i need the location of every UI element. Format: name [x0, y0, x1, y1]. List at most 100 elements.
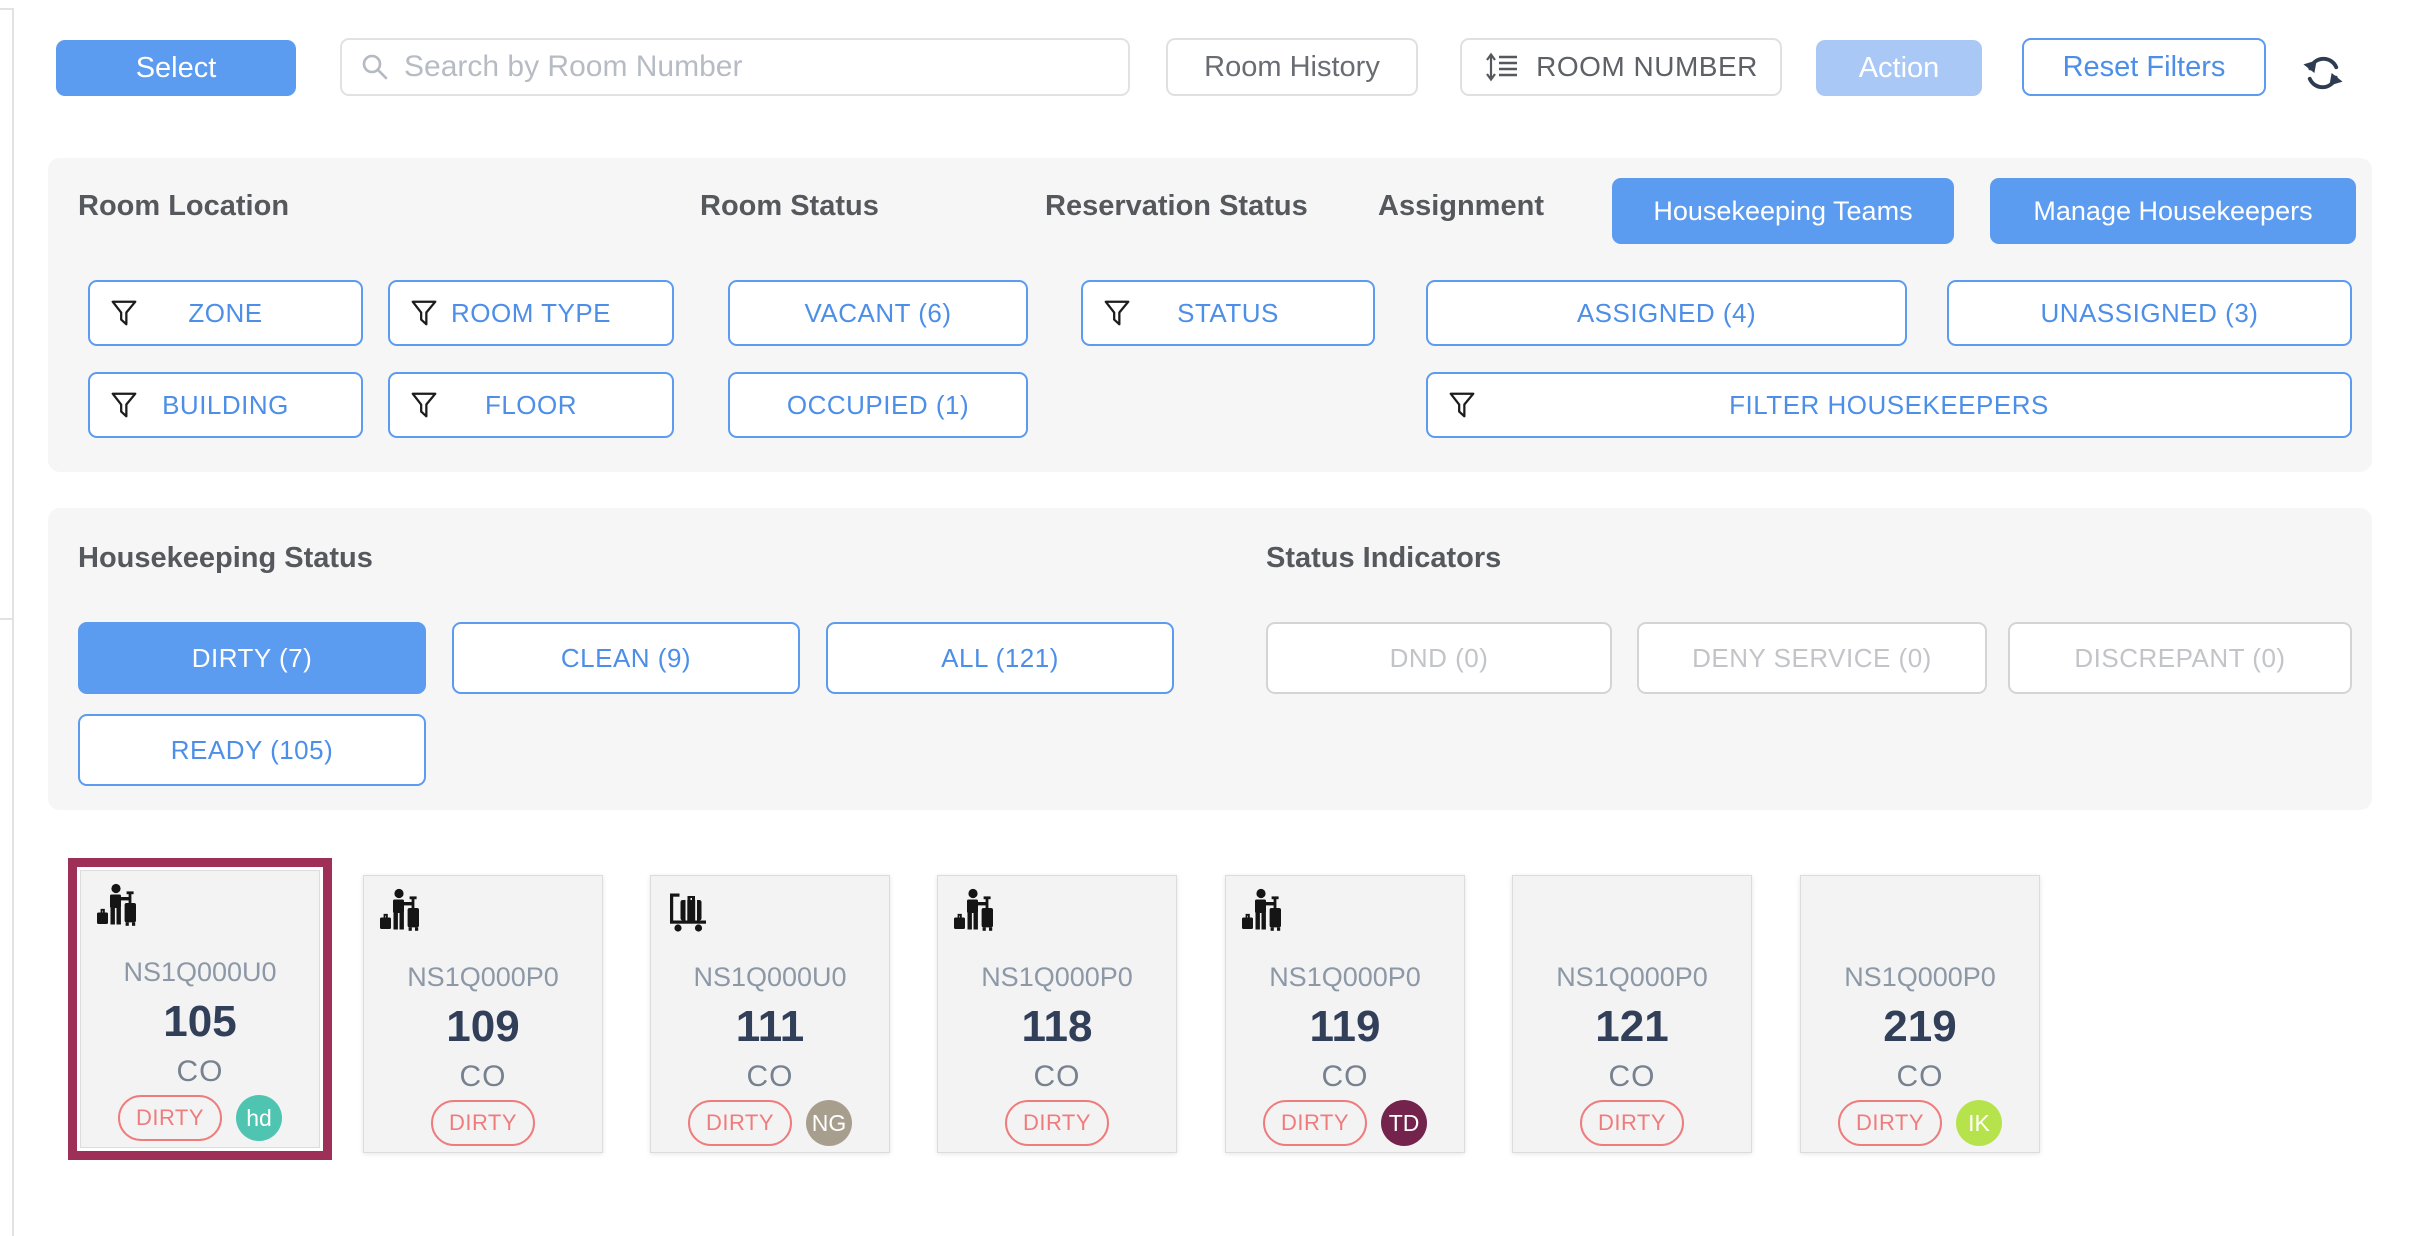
room-type-code: NS1Q000P0 [407, 962, 559, 992]
floor-filter-button[interactable]: FLOOR [388, 372, 674, 438]
all-filter-label: ALL (121) [941, 642, 1059, 673]
dirty-filter-button[interactable]: DIRTY (7) [78, 622, 426, 694]
room-type-code: NS1Q000P0 [1269, 962, 1421, 992]
ready-filter-button[interactable]: READY (105) [78, 714, 426, 786]
filter-housekeepers-button[interactable]: FILTER HOUSEKEEPERS [1426, 372, 2352, 438]
funnel-icon [1449, 392, 1475, 418]
refresh-button[interactable] [2300, 50, 2346, 96]
dirty-filter-label: DIRTY (7) [191, 642, 313, 673]
room-type-filter-button[interactable]: ROOM TYPE [388, 280, 674, 346]
room-badges: DIRTY [938, 1100, 1176, 1146]
reservation-status-code: CO [1321, 1060, 1369, 1093]
deny-service-indicator-label: DENY SERVICE (0) [1692, 642, 1932, 673]
room-number: 111 [735, 1002, 805, 1051]
room-search[interactable] [340, 38, 1130, 96]
all-filter-button[interactable]: ALL (121) [826, 622, 1174, 694]
building-filter-button[interactable]: BUILDING [88, 372, 363, 438]
funnel-icon [411, 300, 437, 326]
room-card[interactable]: NS1Q000P0 109 CO DIRTY [363, 875, 603, 1153]
assignment-title: Assignment [1378, 190, 1544, 222]
sort-by-control[interactable]: ROOM NUMBER [1460, 38, 1782, 96]
occupied-filter-button[interactable]: OCCUPIED (1) [728, 372, 1028, 438]
departing-guest-icon [954, 888, 993, 931]
reservation-status-filter-label: STATUS [1177, 297, 1279, 328]
filters-panel: Room Location Room Status Reservation St… [48, 158, 2372, 472]
room-card[interactable]: NS1Q000U0 105 CO DIRTY hd [80, 870, 320, 1148]
filter-housekeepers-label: FILTER HOUSEKEEPERS [1729, 389, 2049, 420]
room-history-button[interactable]: Room History [1166, 38, 1418, 96]
status-indicators-title: Status Indicators [1266, 542, 1502, 574]
dirty-status-badge: DIRTY [1837, 1100, 1943, 1146]
housekeeper-avatar-badge: TD [1381, 1100, 1428, 1146]
search-input[interactable] [404, 50, 1110, 84]
room-type-code: NS1Q000P0 [1556, 962, 1708, 992]
room-badges: DIRTY IK [1801, 1100, 2039, 1146]
room-badges: DIRTY hd [81, 1095, 319, 1141]
housekeeper-avatar-badge: IK [1956, 1100, 2003, 1146]
departing-guest-icon [380, 888, 419, 931]
funnel-icon [1104, 300, 1130, 326]
occupied-filter-label: OCCUPIED (1) [786, 389, 970, 420]
room-type-code: NS1Q000P0 [981, 962, 1133, 992]
dirty-status-badge: DIRTY [430, 1100, 536, 1146]
assigned-filter-label: ASSIGNED (4) [1576, 297, 1757, 328]
select-button[interactable]: Select [56, 40, 296, 96]
room-location-title: Room Location [78, 190, 290, 222]
room-card[interactable]: NS1Q000P0 118 CO DIRTY [937, 875, 1177, 1153]
refresh-icon [2303, 56, 2343, 90]
room-badges: DIRTY [364, 1100, 602, 1146]
clean-filter-label: CLEAN (9) [560, 642, 692, 673]
room-card[interactable]: NS1Q000P0 119 CO DIRTY TD [1225, 875, 1465, 1153]
zone-filter-button[interactable]: ZONE [88, 280, 363, 346]
discrepant-indicator-label: DISCREPANT (0) [2074, 642, 2286, 673]
reservation-status-filter-button[interactable]: STATUS [1081, 280, 1375, 346]
dirty-status-badge: DIRTY [1004, 1100, 1110, 1146]
manage-housekeepers-button[interactable]: Manage Housekeepers [1990, 178, 2356, 244]
discrepant-indicator-button[interactable]: DISCREPANT (0) [2008, 622, 2352, 694]
left-edge-divider-mid [0, 618, 13, 620]
funnel-icon [111, 300, 137, 326]
room-card[interactable]: NS1Q000P0 121 CO DIRTY [1512, 875, 1752, 1153]
room-type-code: NS1Q000U0 [123, 957, 277, 987]
room-number: 121 [1595, 1002, 1669, 1051]
room-badges: DIRTY NG [651, 1100, 889, 1146]
room-number: 219 [1883, 1002, 1957, 1051]
room-badges: DIRTY TD [1226, 1100, 1464, 1146]
clean-filter-button[interactable]: CLEAN (9) [452, 622, 800, 694]
room-type-code: NS1Q000U0 [693, 962, 847, 992]
room-type-filter-label: ROOM TYPE [450, 297, 612, 328]
dirty-status-badge: DIRTY [1579, 1100, 1685, 1146]
reservation-status-code: CO [459, 1060, 507, 1093]
room-card[interactable]: NS1Q000P0 219 CO DIRTY IK [1800, 875, 2040, 1153]
reservation-status-code: CO [1896, 1060, 1944, 1093]
sort-list-icon [1486, 52, 1518, 82]
funnel-icon [411, 392, 437, 418]
funnel-icon [111, 392, 137, 418]
departing-guest-icon [97, 883, 136, 926]
dnd-indicator-label: DND (0) [1389, 642, 1489, 673]
deny-service-indicator-button[interactable]: DENY SERVICE (0) [1637, 622, 1987, 694]
room-number: 119 [1309, 1002, 1381, 1051]
luggage-cart-icon [670, 893, 706, 932]
room-card[interactable]: NS1Q000U0 111 CO DIRTY NG [650, 875, 890, 1153]
dirty-status-badge: DIRTY [1262, 1100, 1368, 1146]
selected-room-card-frame[interactable]: NS1Q000U0 105 CO DIRTY hd [68, 858, 332, 1160]
sort-label: ROOM NUMBER [1536, 51, 1758, 82]
reservation-status-title: Reservation Status [1045, 190, 1308, 222]
dnd-indicator-button[interactable]: DND (0) [1266, 622, 1612, 694]
reservation-status-code: CO [746, 1060, 794, 1093]
room-type-code: NS1Q000P0 [1844, 962, 1996, 992]
zone-filter-label: ZONE [188, 297, 263, 328]
ready-filter-label: READY (105) [170, 734, 334, 765]
housekeeping-teams-button[interactable]: Housekeeping Teams [1612, 178, 1954, 244]
assigned-filter-button[interactable]: ASSIGNED (4) [1426, 280, 1907, 346]
reset-filters-button[interactable]: Reset Filters [2022, 38, 2266, 96]
action-button[interactable]: Action [1816, 40, 1982, 96]
floor-filter-label: FLOOR [484, 389, 578, 420]
housekeeping-status-title: Housekeeping Status [78, 542, 373, 574]
unassigned-filter-button[interactable]: UNASSIGNED (3) [1947, 280, 2352, 346]
building-filter-label: BUILDING [162, 389, 289, 420]
room-number: 118 [1021, 1002, 1093, 1051]
departing-guest-icon [1242, 888, 1281, 931]
vacant-filter-button[interactable]: VACANT (6) [728, 280, 1028, 346]
